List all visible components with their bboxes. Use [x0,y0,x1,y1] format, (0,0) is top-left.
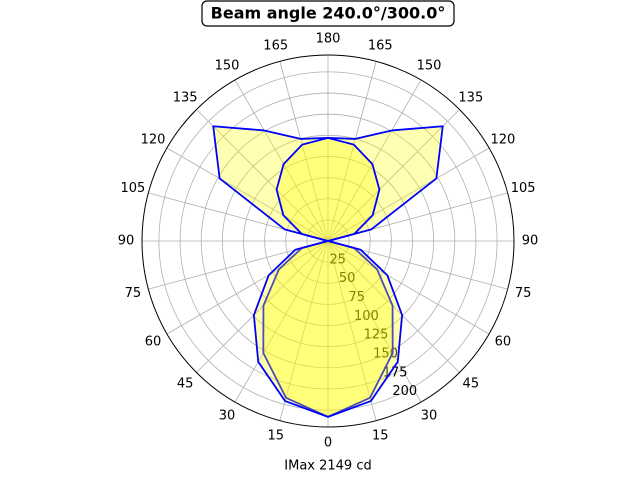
x-axis-label: IMax 2149 cd [284,459,371,474]
outer-frame [141,54,515,428]
theta-tick-label: 45 [177,376,194,391]
r-tick-label: 200 [392,384,417,399]
theta-tick-label: 60 [145,335,162,350]
theta-tick-label: 105 [511,181,536,196]
series-curve [252,136,404,418]
theta-tick-label: 75 [125,286,142,301]
grid-circle [264,177,392,305]
plot-area: 0 15 30 45 60 75 90 105 120 135 150 165 180 165 150 135… [118,32,539,451]
theta-tick-label: 30 [421,408,438,423]
theta-tick-label: 15 [267,429,284,444]
r-tick-label: 25 [329,252,346,267]
grid-line [196,109,329,242]
title-box [201,0,455,27]
theta-tick-label: 135 [458,91,483,106]
theta-tick-label: 15 [372,429,389,444]
theta-tick-label: 90 [118,234,135,249]
theta-tick-label: 165 [368,38,393,53]
theta-tick-label: 120 [491,133,516,148]
theta-tick-label: 150 [215,59,240,74]
grid-circle [306,219,350,263]
theta-tick-label: 90 [522,234,539,249]
grid-circle [158,71,498,411]
theta-tick-label: 135 [173,91,198,106]
theta-tick-label: 180 [316,32,341,47]
r-tick-label: 125 [364,328,389,343]
grid-line [327,240,422,403]
grid-line [327,147,490,242]
grid-line [234,79,329,242]
grid-line [196,240,329,373]
grid-circle [200,113,456,369]
chart-title: Beam angle 240.0°/300.0° [211,4,446,23]
theta-tick-label: 60 [495,335,512,350]
theta-tick-label: 165 [263,38,288,53]
grid-line [327,240,377,421]
grid-line [327,61,377,242]
r-tick-label: 175 [383,365,408,380]
theta-tick-label: 150 [417,59,442,74]
theta-tick-label: 0 [324,436,332,451]
grid-line [279,240,329,421]
r-tick-label: 100 [354,309,379,324]
grid-line [166,240,329,335]
theta-tick-label: 75 [515,286,532,301]
grid-line [279,61,329,242]
grid-line [327,109,460,242]
grid-circle [243,156,413,326]
r-tick-label: 50 [339,271,356,286]
grid-circle [221,134,435,348]
grid-circle [179,92,477,390]
theta-tick-label: 105 [120,181,145,196]
grid-line [327,240,490,335]
theta-tick-label: 45 [463,376,480,391]
grid-circle [285,198,371,284]
theta-tick-label: 120 [141,133,166,148]
theta-tick-label: 30 [219,408,236,423]
grid-line [166,147,329,242]
grid-line [327,79,422,242]
grid-line [234,240,329,403]
r-tick-label: 75 [349,290,366,305]
grid-line [327,240,460,373]
